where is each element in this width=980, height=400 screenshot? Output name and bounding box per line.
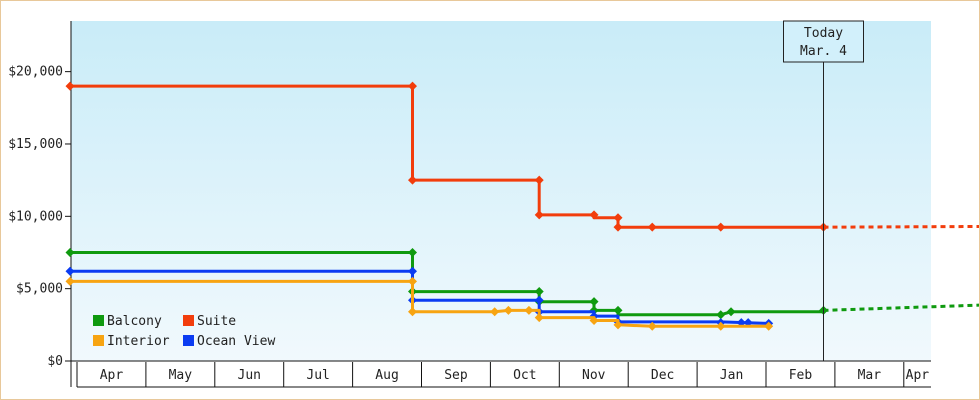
legend-label-interior: Interior	[107, 334, 170, 349]
data-point-suite	[589, 210, 599, 220]
data-point-suite	[647, 222, 657, 232]
data-point-balcony	[726, 307, 736, 317]
legend-swatch-balcony	[93, 315, 104, 326]
data-point-interior	[647, 321, 657, 331]
plot-background	[71, 21, 931, 361]
data-point-suite	[534, 175, 544, 185]
data-point-interior	[408, 276, 417, 286]
legend-label-suite: Suite	[197, 314, 236, 329]
data-point-interior	[613, 320, 623, 330]
data-point-suite	[534, 210, 544, 220]
legend-swatch-interior	[93, 335, 104, 346]
data-point-balcony	[408, 247, 417, 257]
data-point-balcony	[65, 247, 75, 257]
data-point-ocean-view	[408, 266, 417, 276]
x-tick-label: Jan	[720, 368, 743, 383]
x-tick-label: Feb	[789, 368, 813, 383]
x-tick-label: Mar	[858, 368, 882, 383]
data-point-balcony	[716, 310, 726, 320]
legend-swatch-ocean-view	[183, 335, 194, 346]
today-label: Today	[804, 26, 843, 41]
y-tick-label: $20,000	[8, 65, 63, 80]
data-point-interior	[764, 321, 774, 331]
data-point-interior	[408, 307, 417, 317]
forecast-line-balcony	[823, 303, 979, 312]
data-point-suite	[65, 81, 75, 91]
x-tick-label: Apr	[906, 368, 930, 383]
data-point-suite	[613, 213, 623, 223]
today-box	[783, 20, 864, 63]
y-tick-label: $5,000	[16, 282, 63, 297]
data-point-interior	[716, 321, 726, 331]
data-point-balcony	[613, 305, 623, 315]
x-tick-label: May	[169, 368, 193, 383]
x-tick-label: Sep	[444, 368, 468, 383]
data-point-suite	[408, 81, 417, 91]
y-tick-label: $15,000	[8, 137, 63, 152]
x-tick-label: Dec	[651, 368, 674, 383]
forecast-line-suite	[823, 224, 979, 229]
x-tick-label: Apr	[100, 368, 124, 383]
data-point-ocean-view	[534, 295, 544, 305]
y-tick-label: $10,000	[8, 209, 63, 224]
x-tick-label: Oct	[513, 368, 536, 383]
data-point-interior	[534, 313, 544, 323]
y-tick-label: $0	[47, 354, 63, 369]
data-point-interior	[503, 305, 513, 315]
data-point-interior	[589, 315, 599, 325]
x-tick-label: Nov	[582, 368, 606, 383]
data-point-interior	[490, 307, 500, 317]
today-date: Mar. 4	[800, 44, 847, 59]
x-tick-label: Jul	[306, 368, 329, 383]
legend-swatch-suite	[183, 315, 194, 326]
x-tick-label: Aug	[375, 368, 398, 383]
data-point-suite	[408, 175, 417, 185]
data-point-suite	[613, 222, 623, 232]
data-point-balcony	[534, 287, 544, 297]
legend-label-balcony: Balcony	[107, 314, 162, 329]
x-tick-label: Jun	[238, 368, 261, 383]
data-point-interior	[65, 276, 75, 286]
data-point-balcony	[589, 297, 599, 307]
data-point-ocean-view	[65, 266, 75, 276]
data-point-suite	[716, 222, 726, 232]
data-point-interior	[524, 305, 534, 315]
legend-label-ocean-view: Ocean View	[197, 334, 275, 349]
